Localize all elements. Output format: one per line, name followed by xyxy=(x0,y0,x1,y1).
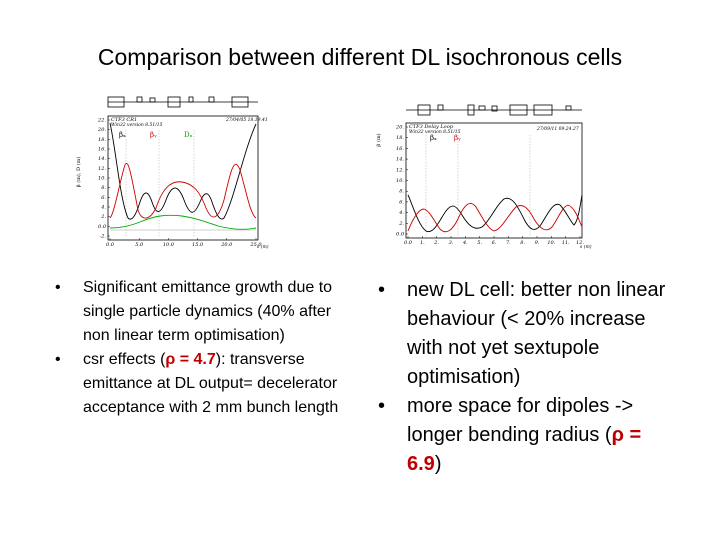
left-x-tick-label: 15.0 xyxy=(192,242,204,248)
left-bullet1-text: Significant emittance growth due to sing… xyxy=(83,279,333,344)
right-y-tick-label: 8. xyxy=(399,189,404,195)
slide-title: Comparison between different DL isochron… xyxy=(97,44,623,70)
left-y-tick-label: 8. xyxy=(101,185,106,191)
left-bullet-emittance: • Significant emittance growth due to si… xyxy=(55,276,345,348)
right-x-tick-label: 4. xyxy=(462,240,468,246)
right-timestamp: 27/09/11 09.24.27 xyxy=(536,126,579,132)
left-beta-y-label: βᵧ xyxy=(150,131,157,139)
right-beta-y-curve xyxy=(407,203,583,233)
right-bullet2-suffix: ) xyxy=(434,453,442,475)
left-x-tick-label: 25.0 xyxy=(249,242,262,248)
left-beta-y-curve xyxy=(109,162,257,219)
bullet-dot: • xyxy=(55,351,61,368)
left-y-tick-label: 12. xyxy=(98,166,106,172)
left-y-tick-label: -2. xyxy=(100,234,107,240)
left-lattice-strip xyxy=(107,96,258,108)
left-optics-plot: CTF3 CR1 Win32 version 8.51/15 27/04/05 … xyxy=(74,90,274,250)
left-beta-x-label: βₓ xyxy=(119,131,126,139)
left-dx-label: Dₓ xyxy=(184,131,193,139)
left-bullet-list: • Significant emittance growth due to si… xyxy=(55,276,345,420)
left-x-tick-label: 5.0 xyxy=(135,242,144,248)
right-lattice-strip xyxy=(406,104,582,116)
right-bullet-list: • new DL cell: better non linear behavio… xyxy=(378,276,678,479)
right-y-tick-label: 2. xyxy=(398,221,404,227)
left-y-tick-label: 2. xyxy=(100,214,106,220)
right-beta-x-curve xyxy=(407,194,583,233)
right-x-tick-label: 9. xyxy=(535,240,540,246)
left-y-tick-label: 14. xyxy=(98,156,106,162)
left-rho-value: ρ = 4.7 xyxy=(165,351,216,368)
right-y-tick-label: 16. xyxy=(396,146,404,152)
right-y-tick-label: 12. xyxy=(396,167,404,173)
left-y-tick-label: 0.0 xyxy=(98,224,107,230)
right-rho-value: ρ = 6.9 xyxy=(407,424,642,475)
right-header-line2: Win32 version 8.51/15 xyxy=(409,129,461,135)
left-dispersion-curve xyxy=(109,214,257,230)
left-y-tick-label: 22. xyxy=(97,118,106,124)
right-x-tick-label: 2. xyxy=(433,240,439,246)
left-bullet2-suffix: ): transverse emittance at DL output= de… xyxy=(83,351,339,416)
left-beta-x-curve xyxy=(109,122,257,220)
right-header-line1: CTF3 Delay Loop xyxy=(409,124,454,130)
right-x-tick-label: 11. xyxy=(562,240,570,246)
right-x-tick-label: 3. xyxy=(449,240,454,246)
right-x-tick-label: 0.0 xyxy=(404,240,413,246)
bullet-dot: • xyxy=(55,279,61,296)
right-x-tick-label: 8. xyxy=(520,240,525,246)
right-optics-plot: CTF3 Delay Loop Win32 version 8.51/15 27… xyxy=(370,95,594,255)
right-y-tick-label: 18. xyxy=(396,135,404,141)
left-y-tick-label: 20. xyxy=(97,127,106,133)
right-y-tick-label: 20. xyxy=(395,125,404,131)
right-x-tick-label: 10. xyxy=(547,240,555,246)
right-x-tick-label: 7. xyxy=(506,240,511,246)
right-x-axis-label: s (m) xyxy=(580,243,592,250)
right-bullet-dipoles: • more space for dipoles -> longer bendi… xyxy=(378,392,678,479)
right-bullet1-text: new DL cell: better non linear behaviour… xyxy=(407,279,666,388)
left-timestamp: 27/04/05 18.19.41 xyxy=(225,117,268,123)
bullet-dot: • xyxy=(378,279,386,301)
bullet-dot: • xyxy=(378,395,386,417)
left-y-tick-label: 4. xyxy=(100,205,106,211)
right-x-tick-label: 5. xyxy=(477,240,482,246)
right-bullet2-prefix: more space for dipoles -> longer bending… xyxy=(407,395,634,446)
left-bullet-csr: • csr effects (ρ = 4.7): transverse emit… xyxy=(55,348,345,420)
right-x-tick-label: 6. xyxy=(492,240,497,246)
left-x-tick-label: 0.0 xyxy=(106,242,115,248)
left-bullet2-prefix: csr effects ( xyxy=(83,351,166,368)
right-y-axis-label: β (m) xyxy=(375,133,382,146)
right-y-tick-label: 14. xyxy=(396,157,404,163)
right-beta-x-label: βₓ xyxy=(430,134,437,142)
left-y-tick-label: 18. xyxy=(98,137,106,143)
right-beta-y-label: βᵧ xyxy=(454,134,461,142)
right-y-tick-label: 10. xyxy=(396,178,404,184)
left-x-tick-label: 20.0 xyxy=(220,242,233,248)
right-y-tick-label: 0.0 xyxy=(396,232,405,238)
left-y-tick-label: 10. xyxy=(98,176,106,182)
left-plot-frame xyxy=(107,115,259,241)
left-header-line1: CTF3 CR1 xyxy=(111,117,137,123)
left-y-tick-label: 16. xyxy=(98,147,106,153)
left-x-tick-label: 10.0 xyxy=(163,242,175,248)
right-y-tick-label: 4. xyxy=(398,210,404,216)
right-bullet-new-cell: • new DL cell: better non linear behavio… xyxy=(378,276,678,392)
right-x-tick-label: 1. xyxy=(420,240,425,246)
left-y-tick-label: 6. xyxy=(101,195,106,201)
left-y-axis-label: β (m), D (m) xyxy=(75,157,82,188)
right-x-tick-label: 12. xyxy=(576,240,584,246)
left-x-axis-label: s (m) xyxy=(257,243,269,250)
left-header-line2: Win32 version 8.51/15 xyxy=(111,122,163,128)
right-y-tick-label: 6. xyxy=(399,199,404,205)
